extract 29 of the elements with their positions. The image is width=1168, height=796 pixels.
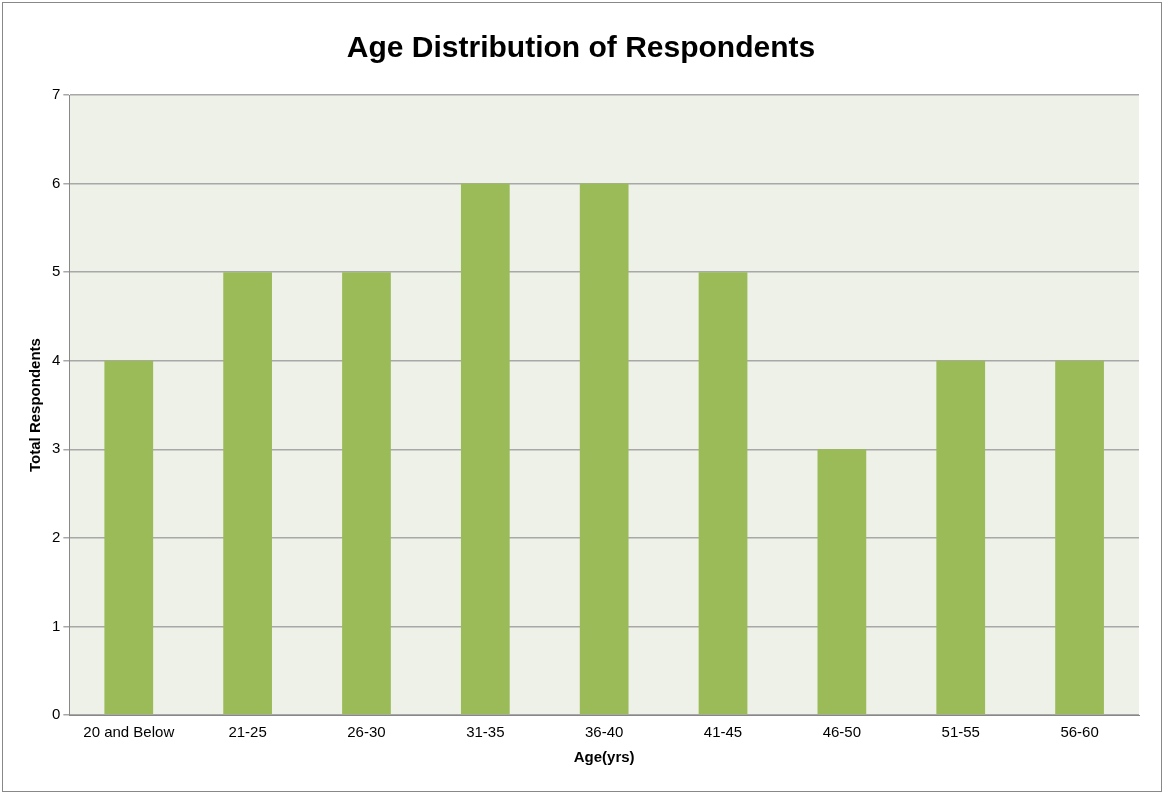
y-tick-label: 4: [52, 350, 61, 368]
x-tick-label: 21-25: [228, 723, 267, 741]
x-tick-label: 46-50: [822, 723, 862, 741]
bar: [579, 183, 629, 715]
bar: [460, 183, 510, 715]
y-tick-label: 5: [52, 262, 61, 280]
y-tick-label: 0: [52, 705, 61, 723]
bar: [223, 272, 272, 715]
chart-title: Age Distribution of Respondents: [346, 30, 816, 64]
bar: [1055, 360, 1104, 715]
bar: [936, 360, 986, 715]
y-tick-label: 2: [52, 528, 61, 545]
bar: [104, 360, 154, 715]
x-tick-label: 26-30: [347, 723, 386, 741]
y-tick-label: 3: [52, 439, 61, 457]
x-tick-label: 51-55: [941, 723, 980, 741]
x-tick-label: 36-40: [584, 723, 624, 741]
y-tick-label: 6: [52, 173, 61, 191]
y-tick-label: 1: [52, 616, 61, 634]
x-tick-label: 56-60: [1060, 723, 1099, 741]
bar: [342, 272, 391, 715]
x-axis-title: Age(yrs): [573, 748, 635, 766]
x-tick-label: 31-35: [466, 723, 505, 741]
bar: [698, 272, 748, 715]
y-tick-label: 7: [52, 85, 61, 103]
y-axis-title: Total Respondents: [26, 338, 44, 472]
bar: [817, 449, 867, 715]
x-tick-label: 20 and Below: [83, 723, 175, 741]
x-tick-label: 41-45: [703, 723, 743, 741]
